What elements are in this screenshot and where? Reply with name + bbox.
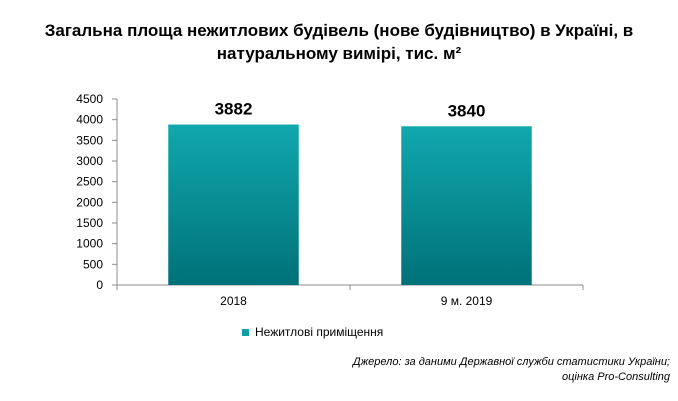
bar [401,126,532,285]
bar [168,124,299,285]
chart-title-line-2: натуральному вимірі, тис. м² [216,44,462,63]
bar-data-label: 3882 [215,100,253,119]
y-tick-label: 500 [83,257,103,271]
bar-data-label: 3840 [448,101,486,120]
legend: Нежитлові приміщення [242,325,383,339]
chart-title-line-1: Загальна площа нежитлових будівель (нове… [44,21,634,40]
source-line-2: оцінка Pro-Consulting [561,371,670,383]
x-tick-label: 9 м. 2019 [441,294,493,308]
y-tick-label: 1000 [76,237,103,251]
y-tick-label: 3500 [76,133,103,147]
chart-title: Загальна площа нежитлових будівель (нове… [0,19,678,65]
source-note: Джерело: за даними Державної служби стат… [353,355,670,385]
bars [168,124,532,285]
legend-swatch [242,328,249,336]
y-tick-label: 4500 [76,92,103,106]
y-axis: 0 500 1000 1500 2000 2500 3000 3500 4000 4500 [76,92,118,292]
legend-label: Нежитлові приміщення [255,325,384,339]
y-tick-label: 2500 [76,175,103,189]
y-tick-label: 1500 [76,216,103,230]
y-tick-label: 3000 [76,154,103,168]
data-labels: 3882 3840 [215,100,486,121]
x-tick-label: 2018 [220,294,247,308]
y-tick-label: 2000 [76,195,103,209]
source-line-1: Джерело: за даними Державної служби стат… [352,356,670,368]
y-tick-label: 4000 [76,113,103,127]
y-tick-label: 0 [96,278,103,292]
x-axis: 2018 9 м. 2019 [116,284,584,308]
